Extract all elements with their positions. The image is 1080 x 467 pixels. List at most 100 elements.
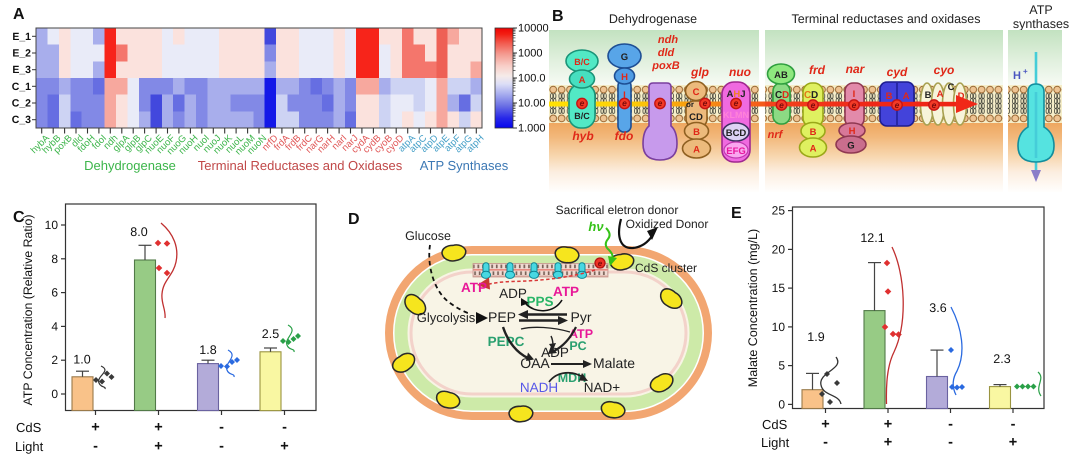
svg-text:E_2: E_2 (12, 48, 31, 60)
svg-text:C_2: C_2 (12, 98, 31, 110)
svg-text:-: - (219, 420, 224, 436)
svg-text:B/C: B/C (574, 57, 590, 67)
svg-text:ndh: ndh (658, 34, 678, 46)
svg-text:A: A (810, 144, 817, 155)
svg-text:+: + (1009, 435, 1017, 451)
svg-text:e: e (852, 100, 857, 110)
svg-text:6: 6 (51, 286, 58, 300)
svg-text:glp: glp (690, 65, 709, 79)
svg-text:B: B (693, 127, 700, 138)
svg-text:D: D (958, 91, 965, 102)
svg-text:A: A (579, 75, 586, 86)
svg-text:EFG: EFG (726, 146, 746, 157)
svg-text:hyb: hyb (572, 129, 593, 143)
svg-text:synthases: synthases (1013, 17, 1069, 31)
svg-text:+: + (91, 420, 99, 436)
svg-text:B/C: B/C (574, 111, 590, 121)
svg-text:25: 25 (772, 204, 786, 218)
svg-text:Terminal Reductases and Oxidas: Terminal Reductases and Oxidases (198, 158, 403, 173)
svg-text:A: A (693, 145, 700, 156)
svg-text:1.8: 1.8 (199, 343, 216, 357)
svg-text:cyo: cyo (934, 63, 955, 77)
svg-text:H: H (621, 72, 628, 83)
svg-text:+: + (884, 435, 892, 451)
svg-text:20: 20 (772, 242, 786, 256)
svg-text:1.0: 1.0 (73, 353, 90, 367)
svg-text:A: A (903, 91, 910, 102)
svg-text:C: C (804, 90, 811, 101)
svg-text:E: E (731, 205, 742, 222)
svg-text:C: C (775, 90, 782, 101)
svg-text:C: C (693, 87, 700, 98)
svg-text:-: - (948, 435, 953, 451)
svg-text:8: 8 (51, 252, 58, 266)
svg-text:e: e (811, 100, 816, 110)
svg-text:Malate: Malate (593, 355, 635, 371)
svg-text:-: - (823, 435, 828, 451)
svg-text:PEP: PEP (488, 309, 516, 325)
svg-text:ATP Concentration (Relative Ra: ATP Concentration (Relative Ratio) (21, 215, 35, 406)
svg-text:10000: 10000 (518, 23, 549, 35)
svg-text:1000: 1000 (518, 48, 542, 60)
svg-text:15: 15 (772, 281, 786, 295)
svg-text:1.000: 1.000 (518, 123, 546, 135)
svg-text:A: A (13, 6, 25, 23)
svg-text:AHJ: AHJ (726, 89, 745, 100)
svg-text:G: G (847, 141, 854, 152)
svg-text:CdS cluster: CdS cluster (635, 261, 697, 275)
svg-text:1.9: 1.9 (807, 330, 824, 344)
svg-text:-: - (219, 439, 224, 455)
svg-text:e: e (580, 98, 585, 108)
svg-text:C: C (13, 209, 25, 226)
svg-text:12.1: 12.1 (860, 231, 884, 245)
svg-text:e: e (622, 98, 627, 108)
svg-text:Dehydrogenase: Dehydrogenase (84, 158, 176, 173)
svg-text:NAD+: NAD+ (584, 380, 621, 395)
svg-text:CD: CD (689, 112, 703, 123)
svg-text:10: 10 (772, 320, 786, 334)
svg-text:+: + (1023, 67, 1028, 76)
svg-text:ADP: ADP (499, 286, 527, 301)
svg-text:H: H (1013, 70, 1021, 82)
svg-text:+: + (280, 439, 288, 455)
svg-text:5: 5 (778, 359, 785, 373)
svg-text:C_1: C_1 (12, 81, 31, 93)
svg-text:e: e (703, 98, 708, 108)
svg-text:e: e (658, 98, 663, 108)
svg-text:C: C (948, 82, 955, 93)
svg-text:Pyr: Pyr (571, 309, 592, 325)
svg-text:-: - (282, 420, 287, 436)
svg-text:BCD: BCD (726, 128, 747, 139)
svg-text:I: I (623, 90, 626, 101)
svg-text:PPS: PPS (526, 294, 553, 309)
svg-text:-: - (948, 417, 953, 433)
svg-text:Oxidized Donor: Oxidized Donor (626, 217, 709, 231)
svg-text:NADH: NADH (520, 380, 558, 395)
svg-text:ATP: ATP (1029, 3, 1052, 17)
svg-text:Light: Light (15, 439, 44, 454)
svg-text:Dehydrogenase: Dehydrogenase (609, 12, 697, 26)
svg-text:B: B (925, 90, 932, 101)
svg-text:AB: AB (774, 70, 788, 81)
svg-text:Light: Light (761, 435, 790, 450)
svg-text:Terminal reductases and oxidas: Terminal reductases and oxidases (792, 12, 981, 26)
svg-text:e: e (598, 259, 603, 268)
svg-text:H: H (849, 126, 856, 137)
svg-text:e: e (779, 100, 784, 110)
svg-text:OAA: OAA (520, 355, 550, 371)
svg-text:D: D (348, 211, 360, 228)
svg-text:2: 2 (51, 353, 58, 367)
svg-text:e: e (895, 100, 900, 110)
svg-text:ATP: ATP (553, 284, 579, 299)
svg-text:3.6: 3.6 (929, 301, 946, 315)
svg-text:2.5: 2.5 (262, 327, 279, 341)
svg-text:PEPC: PEPC (488, 334, 525, 349)
svg-text:I: I (853, 89, 856, 100)
svg-text:Glycolysis: Glycolysis (417, 310, 476, 325)
svg-text:Glucose: Glucose (405, 229, 451, 243)
svg-text:+: + (154, 439, 162, 455)
svg-text:100.0: 100.0 (518, 73, 546, 85)
svg-text:B: B (552, 8, 564, 25)
svg-text:cyd: cyd (887, 65, 908, 79)
svg-text:2.3: 2.3 (993, 352, 1010, 366)
